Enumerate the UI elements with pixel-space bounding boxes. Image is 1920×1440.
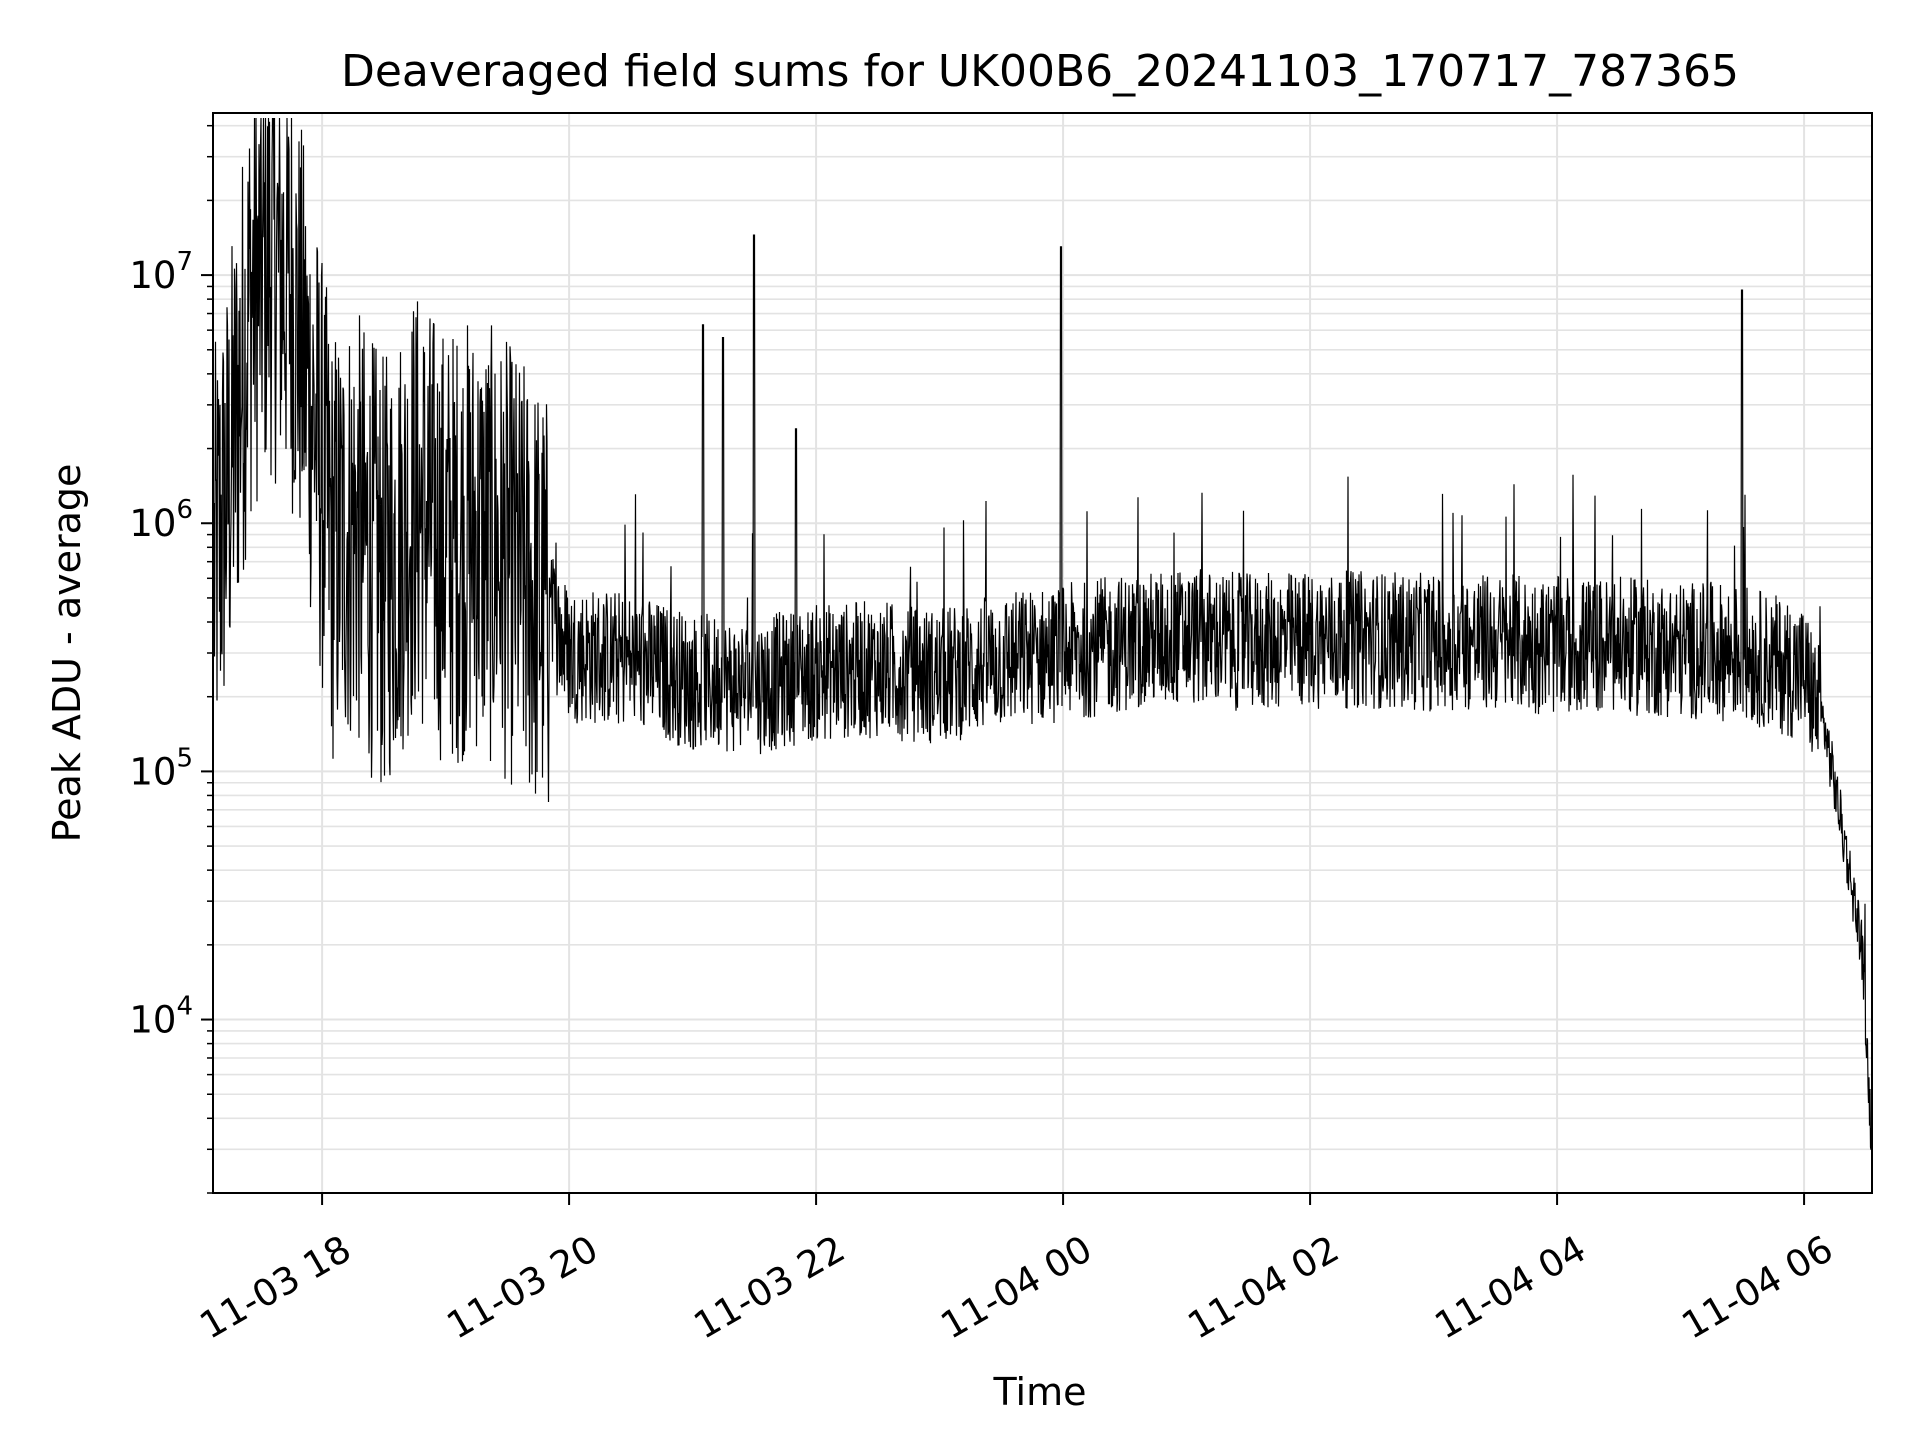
y-tick-base: 10 [129,254,176,297]
y-tick-base: 10 [129,502,176,545]
y-tick-label: 105 [129,743,193,793]
y-axis-label: Peak ADU - average [45,464,89,843]
y-tick-exponent: 4 [176,992,193,1022]
chart-title: Deaveraged field sums for UK00B6_2024110… [341,46,1739,97]
x-axis-label: Time [993,1370,1087,1414]
series-line [213,117,1873,1172]
y-tick-label: 106 [129,495,193,545]
series-line-group [213,117,1873,1172]
y-tick-exponent: 6 [176,495,193,525]
y-tick-label: 104 [129,992,193,1042]
y-tick-base: 10 [129,999,176,1042]
y-tick-base: 10 [129,750,176,793]
y-tick-exponent: 7 [176,247,193,277]
y-tick-exponent: 5 [176,743,193,773]
y-tick-label: 107 [129,247,193,297]
